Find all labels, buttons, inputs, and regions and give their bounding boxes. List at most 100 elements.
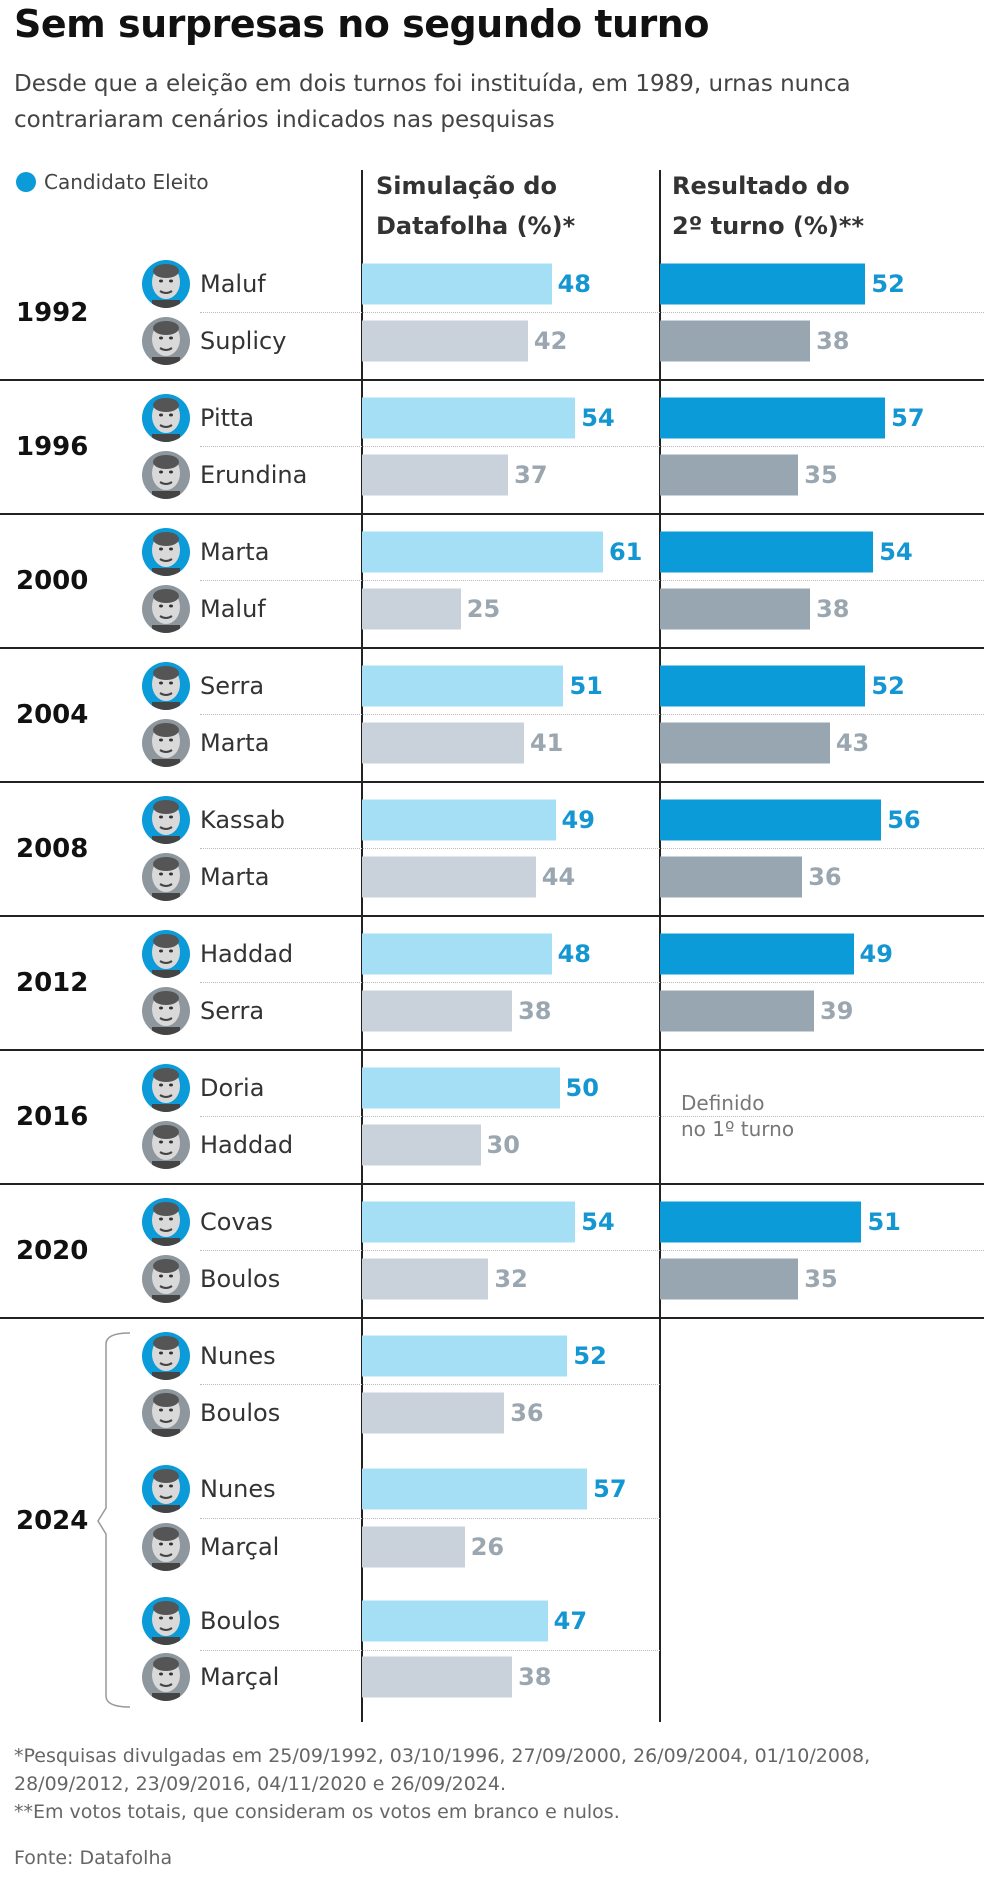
candidate-photo-avatar: [142, 451, 190, 499]
poll-value-label: 25: [466, 595, 501, 623]
candidate-photo-avatar: [142, 1121, 190, 1169]
candidate-name: Marta: [200, 538, 270, 566]
candidate-photo-avatar: [142, 987, 190, 1035]
candidate-name: Covas: [200, 1208, 273, 1236]
candidate-photo-avatar: [142, 1255, 190, 1303]
poll-value-label: 54: [581, 1208, 615, 1236]
footnote-1: *Pesquisas divulgadas em 25/09/1992, 03/…: [14, 1745, 871, 1767]
poll-bar: [362, 722, 524, 764]
poll-value-label: 51: [569, 672, 603, 700]
legend-label: Candidato Eleito: [44, 170, 209, 194]
poll-value-label: 48: [557, 940, 591, 968]
row-divider: [200, 1518, 660, 1519]
candidate-photo-avatar: [142, 1653, 190, 1701]
result-value-label: 51: [867, 1208, 901, 1236]
candidate-photo-avatar: [142, 394, 190, 442]
candidate-photo-avatar: [142, 528, 190, 576]
poll-header-line: Simulação do: [376, 172, 557, 200]
poll-header-line: Datafolha (%)*: [376, 212, 576, 240]
result-bar: [660, 990, 815, 1032]
candidate-photo-avatar: [142, 930, 190, 978]
candidate-name: Doria: [200, 1074, 265, 1102]
result-column-axis: [659, 170, 661, 1722]
candidate-photo-avatar: [142, 317, 190, 365]
year-label: 2012: [16, 968, 89, 998]
result-value-label: 49: [859, 940, 893, 968]
candidate-name: Kassab: [200, 806, 285, 834]
year-label: 2020: [16, 1236, 89, 1266]
row-divider: [200, 1250, 984, 1251]
result-bar: [660, 856, 803, 898]
candidate-name: Marçal: [200, 1533, 280, 1561]
poll-value-label: 36: [510, 1399, 544, 1427]
poll-bar: [362, 1258, 489, 1300]
candidate-name: Pitta: [200, 404, 255, 432]
poll-value-label: 32: [494, 1265, 528, 1293]
subtitle: Desde que a eleição em dois turnos foi i…: [14, 71, 851, 133]
result-value-label: 35: [804, 1265, 838, 1293]
result-bar: [660, 397, 886, 439]
candidate-name: Haddad: [200, 940, 294, 968]
result-bar: [660, 320, 811, 362]
poll-bar: [362, 1656, 513, 1698]
note-line: no 1º turno: [681, 1117, 795, 1141]
candidate-name: Serra: [200, 672, 265, 700]
poll-value-label: 44: [541, 863, 576, 891]
row-divider: [200, 982, 984, 983]
poll-bar: [362, 933, 552, 975]
result-bar: [660, 531, 874, 573]
poll-bar: [362, 263, 552, 305]
result-value-label: 35: [804, 461, 838, 489]
candidate-photo-avatar: [142, 719, 190, 767]
result-bar: [660, 588, 811, 630]
source: Fonte: Datafolha: [14, 1847, 173, 1869]
poll-value-label: 26: [470, 1533, 505, 1561]
poll-value-label: 42: [533, 327, 568, 355]
candidate-photo-avatar: [142, 1332, 190, 1380]
group-divider: [0, 1183, 984, 1185]
poll-bar: [362, 1201, 576, 1243]
result-bar: [660, 1258, 799, 1300]
result-bar: [660, 263, 866, 305]
poll-value-label: 50: [565, 1074, 599, 1102]
poll-value-label: 38: [518, 1663, 552, 1691]
year-label: 2004: [16, 700, 89, 730]
result-value-label: 56: [887, 806, 921, 834]
row-divider: [200, 312, 984, 313]
result-value-label: 39: [820, 997, 854, 1025]
row-divider: [200, 1384, 660, 1385]
poll-column-axis: [361, 170, 363, 1722]
bracket-icon: [92, 1330, 132, 1710]
note-line: Definido: [681, 1091, 765, 1115]
year-label: 2024: [16, 1506, 89, 1536]
poll-bar: [362, 531, 603, 573]
candidate-name: Nunes: [200, 1475, 276, 1503]
candidate-name: Maluf: [200, 270, 266, 298]
candidate-name: Haddad: [200, 1131, 294, 1159]
candidate-photo-avatar: [142, 260, 190, 308]
candidate-photo-avatar: [142, 796, 190, 844]
result-value-label: 38: [816, 327, 850, 355]
row-divider: [200, 1650, 660, 1651]
candidate-photo-avatar: [142, 853, 190, 901]
group-divider: [0, 915, 984, 917]
result-bar: [660, 454, 799, 496]
poll-bar: [362, 1526, 465, 1568]
candidate-photo-avatar: [142, 1597, 190, 1645]
poll-bar: [362, 990, 513, 1032]
candidate-photo-avatar: [142, 1389, 190, 1437]
poll-bar: [362, 588, 461, 630]
result-bar: [660, 933, 854, 975]
year-label: 1996: [16, 432, 89, 462]
poll-bar: [362, 454, 509, 496]
poll-value-label: 54: [581, 404, 615, 432]
poll-value-label: 57: [593, 1475, 627, 1503]
candidate-name: Boulos: [200, 1265, 281, 1293]
poll-bar: [362, 397, 576, 439]
group-divider: [0, 647, 984, 649]
note-first-round: Definido no 1º turno: [681, 1090, 794, 1142]
row-divider: [200, 446, 984, 447]
group-divider: [0, 1317, 984, 1319]
poll-value-label: 38: [518, 997, 552, 1025]
result-bar: [660, 665, 866, 707]
